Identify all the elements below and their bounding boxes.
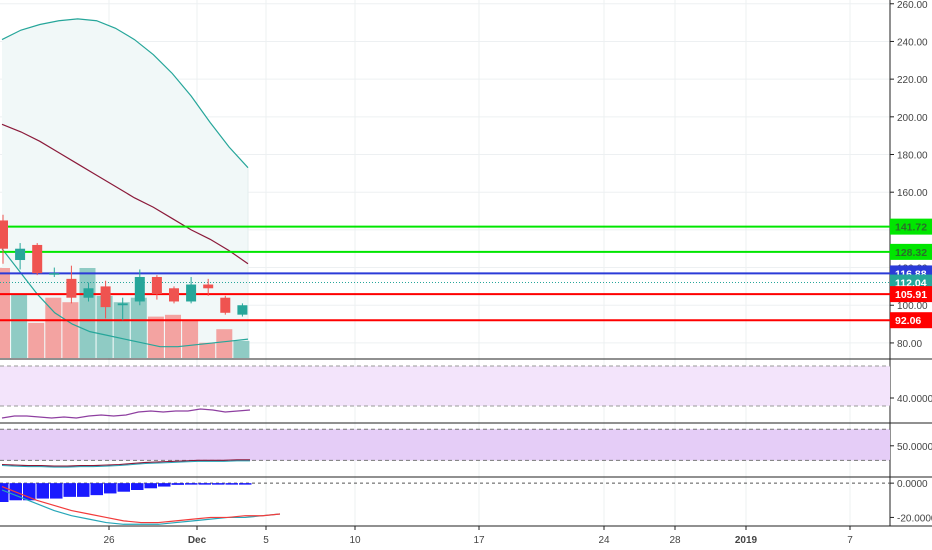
time-axis[interactable]: 26 Dec 5 10 17 24 28 2019 7: [103, 526, 853, 546]
time-tick-label: 26: [103, 535, 115, 546]
candle-body: [117, 303, 128, 306]
price-pane[interactable]: [0, 18, 890, 359]
time-tick-label: 24: [598, 535, 610, 546]
candle-body: [49, 273, 60, 275]
macd-line: [1, 486, 281, 524]
volume-bar: [165, 314, 181, 358]
macd-histogram-bar: [36, 483, 49, 499]
volume-bar: [28, 322, 45, 358]
oscillator-1-line: [1, 408, 251, 419]
volume-bar: [45, 297, 62, 358]
level-badge: 92.06: [890, 312, 932, 329]
macd-histogram-bar: [104, 483, 117, 494]
price-tick-label: 100.00: [897, 301, 928, 312]
level-badge-bg: [890, 312, 932, 329]
bollinger-upper-line: [1, 18, 249, 169]
pane-separators: [0, 0, 932, 527]
candle-body: [66, 278, 77, 298]
oscillator-pane-1[interactable]: [0, 365, 890, 419]
candle-body: [100, 286, 111, 308]
candle-body: [15, 248, 26, 261]
candle-body: [203, 284, 214, 289]
volume-bar: [130, 297, 147, 358]
time-tick-label: 10: [349, 535, 361, 546]
oscillator-pane-2[interactable]: [0, 428, 890, 468]
price-tick-label: 200.00: [897, 113, 928, 124]
volume-bar: [113, 302, 130, 358]
macd-histogram-bar: [239, 483, 252, 485]
time-tick-label: 28: [669, 535, 681, 546]
time-tick-label: 5: [263, 535, 269, 546]
volume-bar: [216, 329, 233, 358]
oscillator-2-signal: [1, 460, 250, 468]
level-badge-label: 141.72: [895, 222, 927, 234]
level-badge: 128.32: [890, 243, 932, 260]
volume-bar: [0, 268, 10, 358]
macd-histogram-bar: [77, 483, 90, 497]
time-tick-label: 2019: [735, 535, 758, 546]
macd-histogram-bar: [158, 483, 171, 487]
candle-body: [220, 297, 231, 313]
level-badge: 105.91: [890, 286, 932, 303]
osc2-tick-label: 50.0000: [897, 442, 932, 453]
macd-tick-label: 0.0000: [897, 479, 928, 490]
macd-histogram-bar: [0, 483, 9, 502]
candle-body: [151, 276, 162, 294]
candle-body: [134, 276, 145, 302]
price-tick-label: 260.00: [897, 0, 928, 11]
oscillator-2-line: [1, 459, 250, 467]
volume-bar: [233, 340, 250, 358]
volume-bar: [199, 342, 216, 358]
level-badge-label: 92.06: [895, 315, 921, 327]
macd-histogram-bar: [131, 483, 144, 490]
macd-histogram-bar: [171, 483, 184, 485]
moving-average-line: [1, 123, 249, 265]
time-tick-label: 17: [473, 535, 485, 546]
macd-histogram-bar: [225, 483, 238, 485]
macd-histogram-bar: [50, 483, 63, 499]
candle-body: [32, 244, 43, 274]
level-badge-bg: [890, 243, 932, 260]
price-tick-label: 220.00: [897, 75, 928, 86]
oscillator-2-band: [0, 429, 890, 461]
macd-histogram-bar: [90, 483, 103, 496]
bollinger-lower-line: [1, 248, 249, 348]
price-tick-label: 80.00: [897, 339, 922, 350]
macd-histogram-bar: [117, 483, 130, 492]
oscillator-1-band: [0, 366, 890, 406]
volume-bar: [147, 316, 164, 358]
macd-pane[interactable]: [0, 482, 890, 525]
price-tick-label: 160.00: [897, 188, 928, 199]
macd-histogram-bar: [185, 483, 198, 485]
osc1-tick-label: 40.0000: [897, 394, 932, 405]
level-badge-bg: [890, 218, 932, 235]
macd-tick-label: -20.0000: [897, 513, 932, 524]
volume-bar: [182, 321, 199, 358]
level-badge-label: 128.32: [895, 247, 927, 259]
candle-body: [83, 288, 94, 298]
candle-body: [0, 220, 8, 249]
volume-bar: [79, 268, 96, 358]
volume-bar: [96, 295, 113, 358]
macd-histogram-bar: [63, 483, 76, 497]
candle-body: [237, 305, 248, 315]
macd-histogram-bar: [212, 483, 225, 485]
price-tick-label: 240.00: [897, 37, 928, 48]
volume-bar: [11, 294, 28, 358]
macd-histogram-bar: [198, 483, 211, 485]
volume-bar: [62, 302, 79, 358]
level-badge-bg: [890, 286, 932, 303]
time-tick-label: Dec: [188, 535, 207, 546]
level-badge: 141.72: [890, 218, 932, 235]
candle-body: [186, 284, 197, 302]
level-badge-label: 105.91: [895, 289, 927, 301]
price-tick-label: 180.00: [897, 151, 928, 162]
macd-histogram-bar: [144, 483, 157, 489]
candle-body: [169, 288, 179, 302]
time-tick-label: 7: [847, 535, 853, 546]
price-axis[interactable]: 260.00240.00220.00200.00180.00160.00140.…: [890, 0, 932, 524]
